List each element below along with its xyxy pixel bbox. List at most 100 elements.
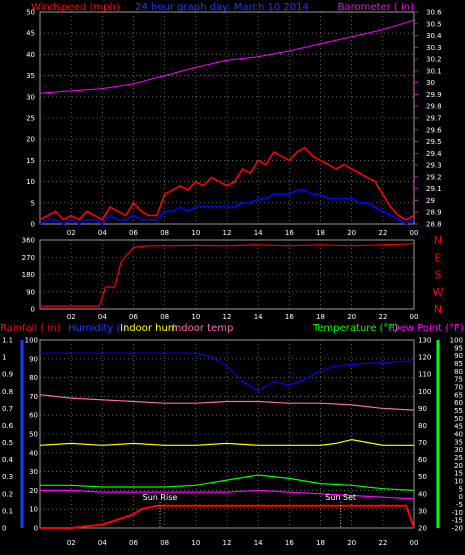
indoor-humidity-legend: Indoor hum — [120, 323, 178, 334]
humidity-tick-5: 50 — [29, 431, 38, 439]
barometer-tick-13: 30.1 — [426, 67, 442, 75]
rainfall-tick-4: 0.4 — [2, 456, 14, 464]
dewpoint-tick-2: -10 — [452, 509, 463, 517]
windspeed-tick-4: 20 — [26, 136, 35, 144]
windspeed-tick-0: 0 — [31, 221, 35, 229]
rainfall-tick-10: 1 — [2, 354, 6, 362]
dewpoint-tick-5: 5 — [459, 485, 463, 493]
sun-marker-label-1: Sun Set — [325, 493, 356, 502]
barometer-tick-17: 30.5 — [426, 20, 442, 28]
x-tick-label-08: 08 — [160, 229, 169, 237]
dewpoint-tick-23: 95 — [454, 344, 463, 352]
dewpoint-legend: Dew Point (°F) — [392, 323, 464, 334]
rainfall-tick-6: 0.6 — [2, 422, 14, 430]
humidity-legend: Humidity (l) — [68, 323, 127, 334]
barometer-tick-14: 30.2 — [426, 56, 442, 64]
x-tick-label-12: 12 — [223, 229, 232, 237]
x-tick-label-06: 06 — [129, 229, 138, 237]
dewpoint-tick-12: 40 — [454, 431, 463, 439]
windspeed-tick-5: 25 — [26, 115, 35, 123]
temperature-tick-7: 90 — [418, 405, 427, 413]
barometer-tick-15: 30.3 — [426, 44, 442, 52]
dewpoint-tick-6: 10 — [454, 478, 463, 486]
humidity-tick-1: 10 — [29, 506, 38, 514]
x-tick-label-22: 22 — [378, 539, 387, 547]
rain-humidity-temperature-panel: Rainfall ( in) Humidity (l) Indoor hum I… — [0, 323, 464, 547]
barometer-tick-8: 29.6 — [426, 126, 442, 134]
x-tick-label-04: 04 — [98, 229, 107, 237]
dewpoint-tick-18: 70 — [454, 384, 463, 392]
humidity-tick-4: 40 — [29, 449, 38, 457]
dewpoint-tick-4: 0 — [459, 493, 463, 501]
humidity-tick-2: 20 — [29, 487, 38, 495]
compass-N-0: N — [434, 303, 442, 316]
rainfall-tick-2: 0.2 — [2, 490, 13, 498]
dewpoint-tick-9: 25 — [454, 454, 463, 462]
barometer-tick-18: 30.6 — [426, 9, 442, 17]
windspeed-tick-10: 50 — [26, 9, 35, 17]
barometer-tick-6: 29.4 — [426, 150, 442, 158]
windspeed-tick-7: 35 — [26, 72, 35, 80]
temperature-tick-5: 70 — [418, 439, 427, 447]
temperature-tick-10: 120 — [418, 354, 431, 362]
x-tick-label-18: 18 — [316, 229, 325, 237]
barometer-tick-3: 29.1 — [426, 185, 442, 193]
humidity-tick-8: 80 — [29, 374, 38, 382]
windspeed-tick-2: 10 — [26, 178, 35, 186]
direction-x-ticks: 02 04 06 08 10 12 14 16 18 20 22 00 — [67, 313, 419, 321]
direction-tick-1: 90 — [26, 288, 35, 296]
rainfall-y-ticks: 0 0.1 0.2 0.3 0.4 0.5 0.6 0.7 0.8 0.9 1 1.1 — [2, 337, 14, 533]
dewpoint-tick-13: 45 — [454, 423, 463, 431]
rainfall-tick-0: 0 — [2, 525, 6, 533]
dewpoint-tick-3: -5 — [456, 501, 463, 509]
dewpoint-tick-22: 90 — [454, 352, 463, 360]
compass-S-2: S — [435, 269, 442, 282]
wind-series — [39, 19, 415, 225]
wind-grid — [40, 12, 414, 224]
wind-x-ticks: 02 04 06 08 10 12 14 16 18 20 22 00 — [67, 229, 419, 237]
humidity-tick-7: 70 — [29, 393, 38, 401]
direction-series — [40, 243, 415, 307]
wind-series-line-0 — [39, 146, 415, 221]
humidity-y-ticks: 0 10 20 30 40 50 60 70 80 90 100 — [25, 337, 38, 533]
windspeed-tick-3: 15 — [26, 157, 35, 165]
dewpoint-tick-21: 85 — [454, 360, 463, 368]
windspeed-tick-8: 40 — [26, 51, 35, 59]
dewpoint-tick-20: 80 — [454, 368, 463, 376]
compass-N-4: N — [434, 234, 442, 247]
direction-y-ticks: 0 90 180 270 360 — [22, 237, 35, 314]
wind-series-line-2 — [39, 19, 415, 94]
windspeed-tick-9: 45 — [26, 30, 35, 38]
rain-x-ticks: 02 04 06 08 10 12 14 16 18 20 22 00 — [67, 539, 419, 547]
barometer-tick-16: 30.4 — [426, 32, 442, 40]
dewpoint-y-ticks: -20-15-10-505101520253035404550556065707… — [450, 337, 463, 533]
x-tick-label-14: 14 — [254, 313, 263, 321]
direction-tick-3: 270 — [22, 254, 35, 262]
dewpoint-tick-15: 55 — [454, 407, 463, 415]
x-tick-label-08: 08 — [160, 313, 169, 321]
x-tick-label-22: 22 — [378, 313, 387, 321]
rain-series-line-4 — [40, 474, 415, 491]
compass-E-3: E — [435, 251, 442, 264]
temperature-tick-1: 30 — [418, 507, 427, 515]
dewpoint-tick-11: 35 — [454, 438, 463, 446]
dewpoint-tick-7: 15 — [454, 470, 463, 478]
x-tick-label-20: 20 — [347, 539, 356, 547]
rainfall-tick-3: 0.3 — [2, 473, 13, 481]
barometer-y-ticks: 28.8 28.9 29 29.1 29.2 29.3 29.4 29.5 29.6 29.7 29… — [414, 9, 442, 229]
x-tick-label-04: 04 — [98, 539, 107, 547]
x-tick-label-10: 10 — [191, 539, 200, 547]
x-tick-label-12: 12 — [223, 539, 232, 547]
barometer-tick-2: 29 — [426, 197, 435, 205]
x-tick-label-00: 00 — [410, 313, 419, 321]
dewpoint-tick-24: 100 — [450, 337, 463, 345]
barometer-tick-12: 30 — [426, 79, 435, 87]
rainfall-tick-1: 0.1 — [2, 507, 13, 515]
barometer-tick-10: 29.8 — [426, 103, 442, 111]
x-tick-label-14: 14 — [254, 229, 263, 237]
wind-barometer-panel: Windspeed (mph) 24 hour graph day: March… — [26, 2, 442, 237]
dewpoint-tick-17: 65 — [454, 391, 463, 399]
x-tick-label-00: 00 — [410, 539, 419, 547]
